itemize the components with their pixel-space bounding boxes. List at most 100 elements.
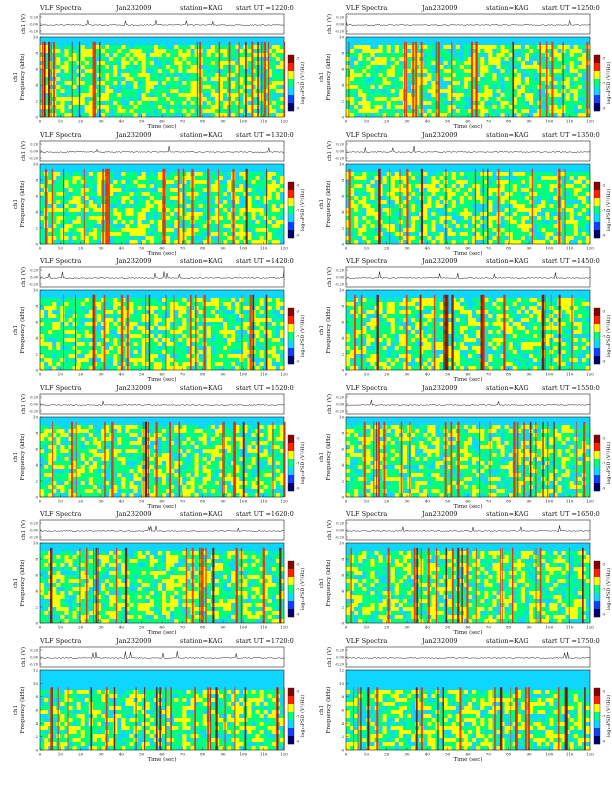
spectrogram-cell <box>451 93 456 98</box>
spectrogram-cell <box>178 81 183 86</box>
spectrogram-cell <box>553 93 558 98</box>
spectrogram-cell <box>402 207 408 212</box>
spectrogram-cell <box>553 89 558 94</box>
spectrogram-cell <box>455 89 461 94</box>
spectrogram-cell <box>520 97 526 102</box>
spectrogram-cell <box>239 61 244 66</box>
spectrogram-cell <box>157 219 163 224</box>
spectrogram-cell <box>76 223 81 228</box>
spectrogram-cell <box>407 195 412 200</box>
spectrogram-cell <box>346 207 351 212</box>
spectrogram-cell <box>202 171 207 176</box>
spectrogram-cell <box>451 101 456 106</box>
sferic-streak <box>420 168 423 244</box>
spectrogram-cell <box>459 77 465 82</box>
time-tick-label: 50 <box>445 119 451 124</box>
spectrogram-cell <box>133 101 138 106</box>
spectrogram-cell <box>88 65 94 70</box>
spectrogram-cell <box>480 97 485 102</box>
spectrogram-cell <box>194 203 199 208</box>
spectrogram-cell <box>96 45 102 50</box>
spectrogram-cell <box>80 203 85 208</box>
spectrogram-cell <box>214 183 220 188</box>
spectrogram-cell <box>247 199 252 204</box>
colorbar-label: log₁₀PSD (V²/Hz) <box>605 62 612 104</box>
spectrogram-cell <box>423 113 428 118</box>
spectrogram-cell <box>149 49 155 54</box>
spectrogram-cell <box>117 105 122 110</box>
spectrogram-cell <box>529 49 534 54</box>
spectrogram-cell <box>44 326 49 331</box>
spectrogram-cell <box>508 223 513 228</box>
spectrogram-cell <box>101 338 106 343</box>
spectrogram-cell <box>480 219 485 224</box>
spectrogram-cell <box>516 195 522 200</box>
spectrogram-cell <box>113 89 118 94</box>
spectrogram-cell <box>520 93 526 98</box>
spectrogram-cell <box>133 73 138 78</box>
spectrogram-cell <box>101 322 106 327</box>
spectrogram-cell <box>96 101 102 106</box>
spectrogram-cell <box>496 113 501 118</box>
spectrogram-cell <box>60 101 65 106</box>
spectrogram-cell <box>52 350 57 355</box>
spectrogram-cell <box>109 89 114 94</box>
spectrogram-cell <box>210 203 216 208</box>
spectrogram-cell <box>520 183 526 188</box>
spectrogram-cell <box>48 89 53 94</box>
sferic-streak <box>182 168 185 244</box>
spectrogram-cell <box>447 195 452 200</box>
spectrogram-cell <box>500 179 505 184</box>
spectrogram-cell <box>227 223 232 228</box>
spectrogram-cell <box>431 187 436 192</box>
spectrogram-cell <box>443 73 448 78</box>
spectrogram-cell <box>267 49 272 54</box>
spectrogram-cell <box>488 175 493 180</box>
spectrogram-cell <box>382 113 387 118</box>
spectrogram-cell <box>451 175 456 180</box>
spectrogram-cell <box>423 69 428 74</box>
sferic-streak <box>389 168 391 244</box>
spectrogram-cell <box>235 231 240 236</box>
spectrogram-cell <box>153 105 159 110</box>
spectrogram-cell <box>500 239 505 244</box>
spectrogram-cell <box>411 239 416 244</box>
spectrogram-cell <box>533 77 538 82</box>
spectrogram-cell <box>101 65 106 70</box>
spectrogram-cell <box>386 81 391 86</box>
spectrogram-cell <box>117 57 122 62</box>
spectrogram-cell <box>533 215 538 220</box>
spectrogram-cell <box>88 227 94 232</box>
spectrogram-cell <box>492 187 497 192</box>
spectrogram-cell <box>60 77 65 82</box>
spectrogram-cell <box>565 65 570 70</box>
spectrogram-cell <box>194 93 199 98</box>
spectrogram-cell <box>358 61 363 66</box>
spectrogram-cell <box>101 342 106 347</box>
spectrogram-cell <box>72 105 77 110</box>
spectrogram-cell <box>431 77 436 82</box>
spectrogram-cell <box>214 199 220 204</box>
spectrogram-cell <box>549 199 554 204</box>
colorbar-segment <box>594 229 600 238</box>
spectrogram-cell <box>145 73 150 78</box>
spectrogram-cell <box>427 69 432 74</box>
spectrogram-cell <box>427 239 432 244</box>
spectrogram-cell <box>129 57 134 62</box>
spectrogram-cell <box>235 187 240 192</box>
spectrogram-cell <box>48 105 53 110</box>
ch1-trace <box>39 145 285 153</box>
spectrogram-cell <box>56 105 61 110</box>
spectrogram-cell <box>186 89 191 94</box>
spectrogram-cell <box>72 350 77 355</box>
spectrogram-cell <box>275 85 281 90</box>
spectrogram-cell <box>350 53 355 58</box>
spectrogram-cell <box>76 191 81 196</box>
spectrogram-cell <box>72 211 77 216</box>
spectrogram-cell <box>382 195 387 200</box>
spectrogram-cell <box>48 358 53 363</box>
spectrogram-cell <box>145 113 150 118</box>
spectrogram-cell <box>267 69 272 74</box>
spectrogram-cell <box>251 211 256 216</box>
spectrogram-cell <box>40 231 45 236</box>
